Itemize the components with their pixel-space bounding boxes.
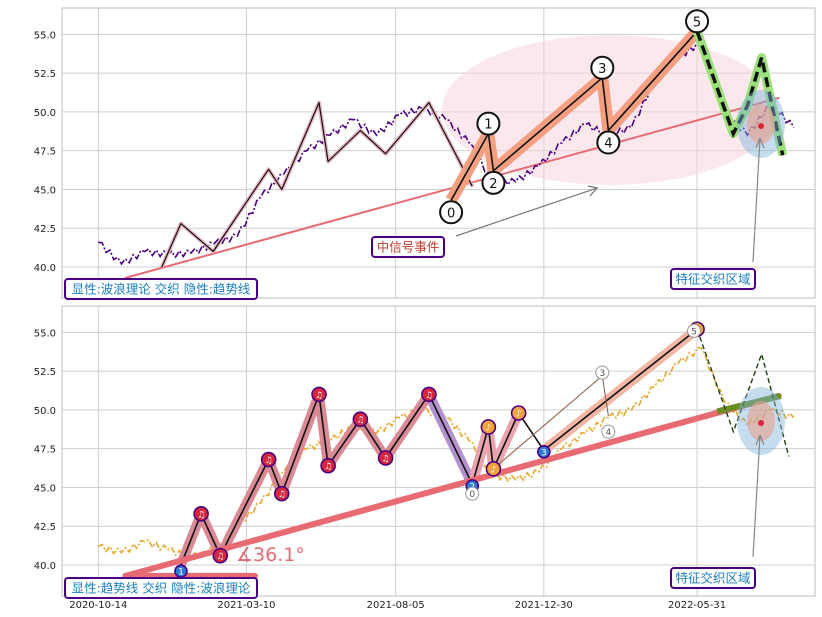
bottom-hollow-marker-label: 4 bbox=[605, 428, 611, 438]
wave-point-label: 1 bbox=[484, 118, 492, 133]
x-tick-label: 2021-03-10 bbox=[217, 600, 275, 611]
top-ytick-label: 52.5 bbox=[34, 69, 56, 80]
wave-point-marker bbox=[476, 111, 501, 136]
bottom-green-segment bbox=[716, 393, 782, 415]
projection-dashed bbox=[695, 30, 785, 156]
bottom-red-marker bbox=[320, 457, 336, 474]
wave-point-label: 2 bbox=[489, 177, 497, 192]
bottom-red-marker-glyph: ♫ bbox=[382, 454, 390, 464]
top-legend-box-text: 显性:波浪理论 交织 隐性:趋势线 bbox=[72, 282, 251, 297]
bottom-zigzag bbox=[180, 328, 698, 566]
bottom-blue-marker bbox=[537, 444, 551, 459]
top-ytick-label: 50.0 bbox=[34, 108, 56, 119]
wave-point-marker bbox=[590, 55, 615, 80]
top-ytick-label: 47.5 bbox=[34, 147, 56, 158]
bottom-ytick-label: 50.0 bbox=[34, 406, 56, 417]
bottom-red-marker-glyph: ♫ bbox=[315, 391, 323, 401]
bottom-ytick-label: 42.5 bbox=[34, 522, 56, 533]
bottom-ytick-label: 52.5 bbox=[34, 367, 56, 378]
bottom-panel: 40.0 42.5 45.0 47.5 50.0 52.5 55.0 ∡36.1° ♫ ♫ ♫ ♫ ♫ ♫… bbox=[34, 305, 816, 599]
bottom-ytick-label: 47.5 bbox=[34, 445, 56, 456]
bottom-red-marker bbox=[260, 451, 277, 468]
bottom-ytick-label: 40.0 bbox=[34, 561, 56, 572]
bottom-red-marker bbox=[311, 386, 327, 403]
bottom-red-marker-glyph: ♫ bbox=[278, 490, 286, 500]
bottom-red-marker-glyph: ♫ bbox=[356, 416, 364, 426]
bottom-ytick-label: 45.0 bbox=[34, 483, 56, 494]
top-legend-box-box bbox=[64, 278, 258, 300]
bottom-hollow-marker-label: 0 bbox=[469, 490, 475, 500]
bottom-red-marker-glyph: ♫ bbox=[265, 456, 273, 466]
wave-point-label: 5 bbox=[693, 15, 701, 30]
x-tick-label: 2022-05-31 bbox=[668, 600, 726, 611]
bottom-hollow-marker-label: 3 bbox=[599, 369, 605, 379]
signal-event-label-text: 中信号事件 bbox=[377, 240, 440, 255]
wave-point-marker bbox=[439, 200, 464, 225]
bottom-orange-marker bbox=[485, 461, 502, 477]
bottom-orange-marker-glyph: ♪ bbox=[486, 423, 492, 433]
elliott-wave-line bbox=[450, 30, 698, 201]
feature-zone-label-top-box bbox=[670, 268, 756, 290]
bottom-orange-marker bbox=[480, 419, 497, 435]
bottom-red-marker bbox=[273, 485, 290, 502]
feature-zone-arrow-bottom bbox=[752, 434, 765, 558]
bottom-red-marker bbox=[193, 506, 209, 522]
bottom-hollow-marker-label: 5 bbox=[691, 327, 697, 337]
top-panel: 40.0 42.5 45.0 47.5 50.0 52.5 55.0 0 1 2 3 4 5 中信号事件特… bbox=[34, 7, 816, 300]
bottom-trendline bbox=[122, 392, 782, 579]
top-ytick-label: 40.0 bbox=[34, 263, 56, 274]
bottom-hollow-marker bbox=[595, 365, 610, 380]
top-ytick-label: 42.5 bbox=[34, 224, 56, 235]
bottom-blue-marker-glyph: 1 bbox=[178, 568, 184, 578]
feature-zone-dot-bottom bbox=[758, 420, 764, 426]
bottom-red-marker-glyph: ♫ bbox=[197, 510, 205, 520]
bottom-red-marker-glyph: ♫ bbox=[425, 391, 433, 401]
feature-zone-dot bbox=[758, 123, 764, 129]
bottom-hollow-marker bbox=[601, 424, 616, 439]
wave-point-marker bbox=[685, 9, 710, 34]
feature-zone-label-bottom-box bbox=[670, 567, 756, 589]
bottom-hollow-marker bbox=[687, 323, 702, 338]
bottom-orange-marker bbox=[510, 405, 527, 421]
top-zigzag bbox=[161, 102, 473, 268]
bottom-legend-box-box bbox=[64, 577, 258, 599]
x-axis: 2020-10-14 2021-03-10 2021-08-05 2021-12-30… bbox=[69, 600, 726, 611]
wave-point-label: 0 bbox=[447, 206, 455, 221]
signal-arrow bbox=[455, 185, 599, 237]
bottom-ytick-label: 55.0 bbox=[34, 328, 56, 339]
top-ytick-label: 45.0 bbox=[34, 185, 56, 196]
feature-zone-label-bottom-text: 特征交织区域 bbox=[675, 571, 750, 586]
x-tick-label: 2021-12-30 bbox=[515, 600, 573, 611]
bottom-legend-box-text: 显性:趋势线 交织 隐性:波浪理论 bbox=[72, 581, 251, 596]
wave-point-label: 4 bbox=[604, 137, 612, 152]
bottom-red-marker-glyph: ♫ bbox=[216, 552, 224, 562]
bottom-red-marker bbox=[212, 547, 229, 564]
bottom-red-marker-glyph: ♫ bbox=[324, 462, 332, 472]
bottom-orange-marker-glyph: ♪ bbox=[516, 410, 522, 420]
bottom-blue-marker-glyph: 3 bbox=[541, 448, 547, 458]
top-ytick-label: 55.0 bbox=[34, 30, 56, 41]
feature-zone-arrow bbox=[752, 137, 765, 263]
x-tick-label: 2021-08-05 bbox=[367, 600, 425, 611]
x-tick-label: 2020-10-14 bbox=[69, 600, 127, 611]
bottom-red-marker bbox=[377, 450, 394, 466]
bottom-hollow-marker bbox=[465, 486, 480, 501]
wave-point-label: 3 bbox=[598, 62, 606, 77]
bottom-red-marker bbox=[421, 386, 437, 403]
trend-angle-label: ∡36.1° bbox=[236, 544, 305, 566]
bottom-red-marker bbox=[352, 411, 369, 428]
wave-point-marker bbox=[596, 130, 621, 155]
bottom-orange-marker-glyph: ♪ bbox=[491, 465, 497, 475]
feature-zone-label-top-text: 特征交织区域 bbox=[675, 272, 750, 287]
wave-point-marker bbox=[481, 170, 506, 195]
signal-event-label-box bbox=[371, 236, 445, 258]
bottom-projection-dashed bbox=[696, 329, 790, 457]
